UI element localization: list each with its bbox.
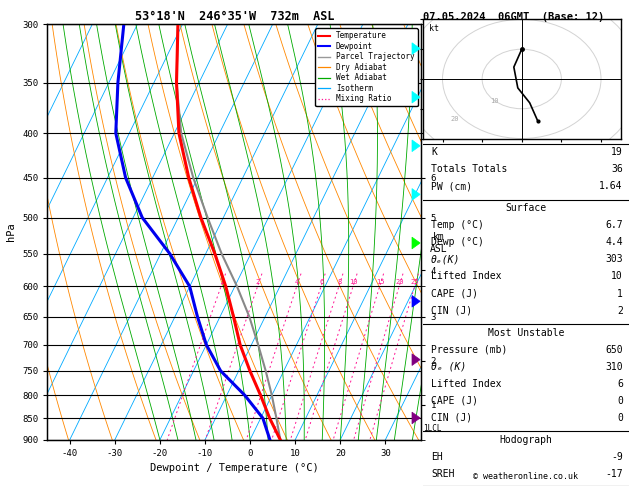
Text: 1: 1 (617, 289, 623, 298)
Text: Lifted Index: Lifted Index (431, 272, 501, 281)
Text: 1LCL: 1LCL (423, 424, 442, 433)
Text: 6.7: 6.7 (605, 221, 623, 230)
Text: 4: 4 (295, 279, 299, 285)
Text: 10: 10 (490, 98, 499, 104)
Text: 2: 2 (617, 306, 623, 315)
Text: PW (cm): PW (cm) (431, 181, 472, 191)
Text: 6: 6 (617, 379, 623, 389)
Text: EH: EH (431, 452, 443, 462)
Text: 1: 1 (220, 279, 223, 285)
Text: kt: kt (428, 24, 438, 33)
Legend: Temperature, Dewpoint, Parcel Trajectory, Dry Adiabat, Wet Adiabat, Isotherm, Mi: Temperature, Dewpoint, Parcel Trajectory… (315, 28, 418, 106)
Title: 53°18'N  246°35'W  732m  ASL: 53°18'N 246°35'W 732m ASL (135, 10, 334, 23)
Text: 0: 0 (617, 396, 623, 406)
Text: 07.05.2024  06GMT  (Base: 12): 07.05.2024 06GMT (Base: 12) (423, 12, 604, 22)
Text: Surface: Surface (505, 203, 547, 213)
Text: 1.64: 1.64 (599, 181, 623, 191)
Text: CAPE (J): CAPE (J) (431, 396, 478, 406)
Text: CIN (J): CIN (J) (431, 306, 472, 315)
Text: 15: 15 (376, 279, 384, 285)
Text: 8: 8 (337, 279, 342, 285)
Text: Dewp (°C): Dewp (°C) (431, 238, 484, 247)
Text: 19: 19 (611, 147, 623, 157)
Text: SREH: SREH (431, 469, 454, 479)
Text: CIN (J): CIN (J) (431, 413, 472, 423)
Text: Lifted Index: Lifted Index (431, 379, 501, 389)
Text: 303: 303 (605, 255, 623, 264)
Text: Pressure (mb): Pressure (mb) (431, 345, 508, 355)
Text: 10: 10 (611, 272, 623, 281)
Text: -9: -9 (611, 452, 623, 462)
Text: CAPE (J): CAPE (J) (431, 289, 478, 298)
Text: Most Unstable: Most Unstable (487, 328, 564, 338)
Text: K: K (431, 147, 437, 157)
Text: 10: 10 (349, 279, 358, 285)
Text: 4.4: 4.4 (605, 238, 623, 247)
Text: 310: 310 (605, 362, 623, 372)
Text: 0: 0 (617, 413, 623, 423)
Text: 36: 36 (611, 164, 623, 174)
Text: Hodograph: Hodograph (499, 435, 552, 445)
Text: 20: 20 (450, 116, 459, 122)
Y-axis label: km
ASL: km ASL (430, 232, 447, 254)
Text: θₑ(K): θₑ(K) (431, 255, 460, 264)
Text: 650: 650 (605, 345, 623, 355)
Text: © weatheronline.co.uk: © weatheronline.co.uk (474, 472, 578, 481)
Text: -17: -17 (605, 469, 623, 479)
Text: θₑ (K): θₑ (K) (431, 362, 466, 372)
Text: Totals Totals: Totals Totals (431, 164, 508, 174)
Text: Temp (°C): Temp (°C) (431, 221, 484, 230)
X-axis label: Dewpoint / Temperature (°C): Dewpoint / Temperature (°C) (150, 464, 319, 473)
Text: 6: 6 (320, 279, 323, 285)
Text: 20: 20 (395, 279, 404, 285)
Text: 2: 2 (256, 279, 260, 285)
Text: 25: 25 (411, 279, 419, 285)
Y-axis label: hPa: hPa (6, 223, 16, 242)
